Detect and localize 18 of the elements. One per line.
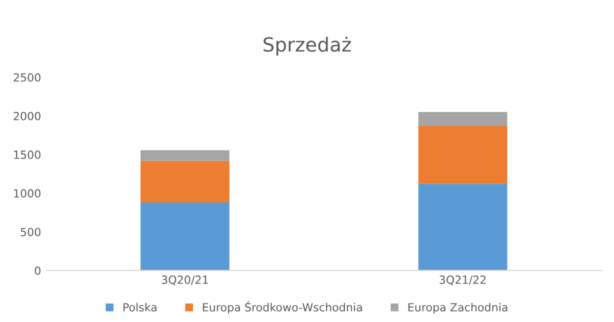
legend-label: Europa Zachodnia [408, 302, 508, 314]
bar [418, 184, 508, 270]
bar [140, 202, 230, 270]
y-tick-label: 2500 [14, 73, 40, 82]
legend-label: Polska [124, 302, 156, 312]
x-tick-label: 3Q20/21 [162, 276, 208, 286]
y-tick-label: 0 [34, 266, 40, 275]
bar [418, 112, 508, 126]
y-tick-label: 500 [20, 228, 40, 236]
y-tick-label: 1000 [14, 189, 40, 198]
legend-label: Europa Środkowo-Wschodnia [202, 301, 362, 314]
bar [140, 150, 230, 161]
x-tick-label: 3Q21/22 [440, 276, 486, 286]
y-tick-label: 1500 [14, 150, 40, 159]
y-tick-label: 2000 [14, 112, 40, 120]
bar [418, 126, 508, 184]
bar [140, 160, 230, 202]
chart-title: Sprzedaż [264, 36, 351, 56]
